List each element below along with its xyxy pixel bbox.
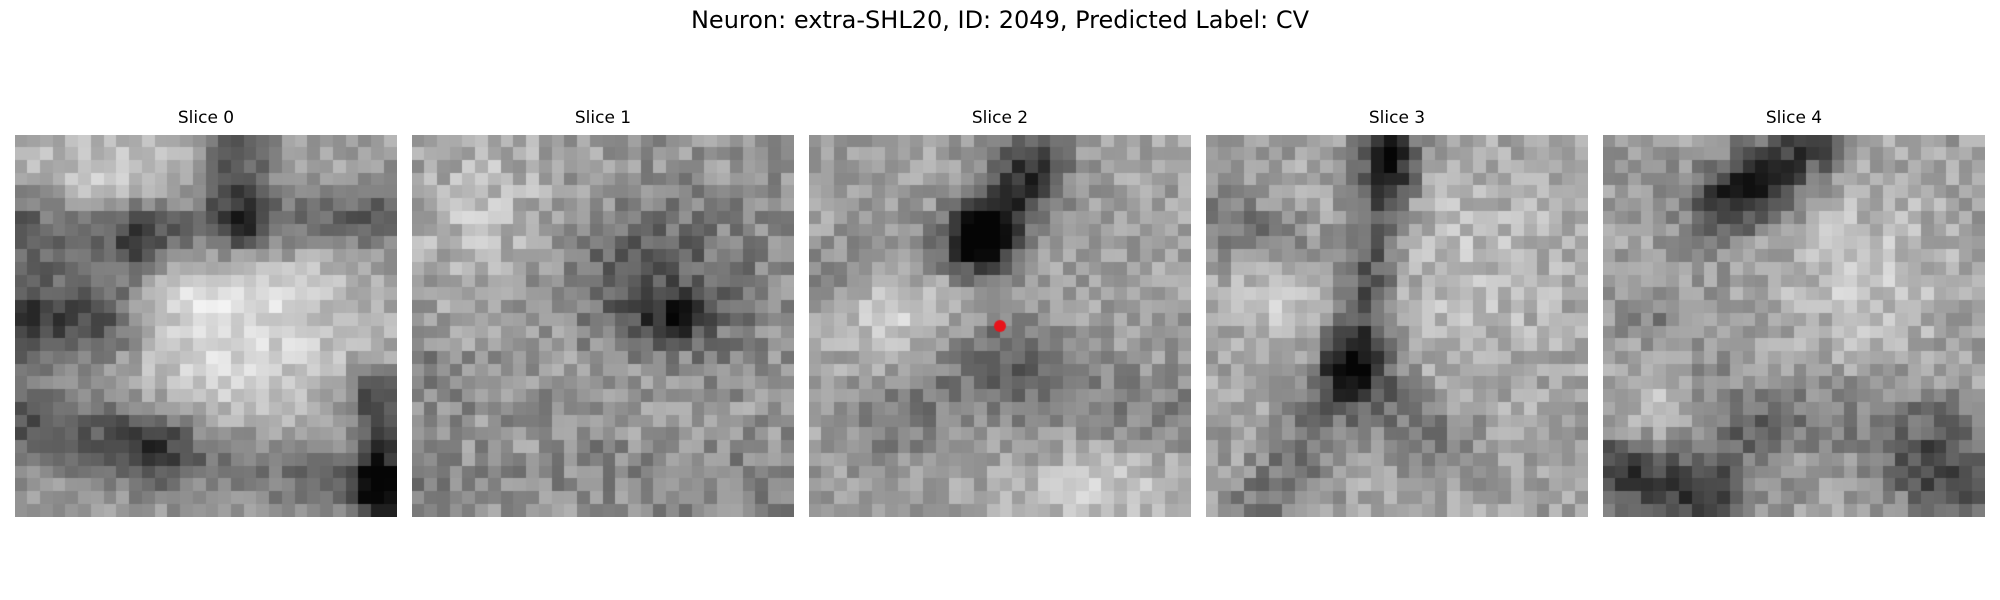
slice-panel-4: Slice 4 [1603, 108, 1985, 517]
slice-panel-0: Slice 0 [15, 108, 397, 517]
figure-title: Neuron: extra-SHL20, ID: 2049, Predicted… [690, 6, 1310, 34]
slice-image-3 [1206, 135, 1588, 517]
slice-title-2: Slice 2 [971, 108, 1029, 128]
slice-title-1: Slice 1 [574, 108, 632, 128]
slice-panel-1: Slice 1 [412, 108, 794, 517]
slice-image-4 [1603, 135, 1985, 517]
slice-panel-2: Slice 2 [809, 108, 1191, 517]
slice-panel-3: Slice 3 [1206, 108, 1588, 517]
slice-image-1 [412, 135, 794, 517]
slice-image-2 [809, 135, 1191, 517]
slice-title-0: Slice 0 [177, 108, 235, 128]
slice-title-4: Slice 4 [1765, 108, 1823, 128]
slice-image-0 [15, 135, 397, 517]
slice-title-3: Slice 3 [1368, 108, 1426, 128]
